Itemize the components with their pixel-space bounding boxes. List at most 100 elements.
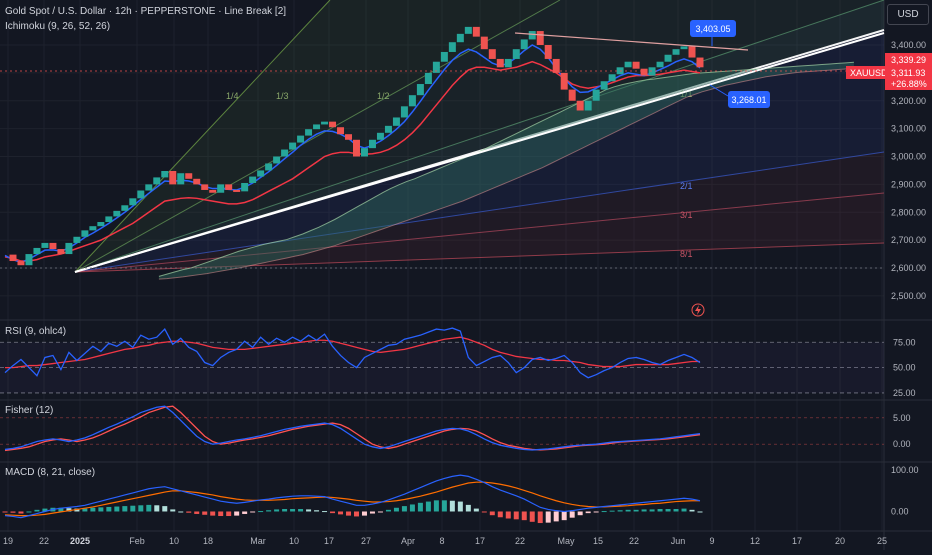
- rsi-band-fill: [0, 342, 884, 393]
- fan-label: 1/2: [377, 91, 390, 101]
- fan-label: 3/1: [680, 210, 693, 220]
- price-tick-label: 2,500.00: [891, 291, 926, 301]
- currency-button[interactable]: USD: [887, 4, 929, 25]
- fan-label: 1/3: [276, 91, 289, 101]
- line-break-brick: [632, 61, 640, 69]
- line-break-brick: [576, 100, 584, 111]
- macd-histogram-bar: [473, 508, 479, 512]
- time-tick-label: 10: [169, 536, 179, 546]
- line-break-brick: [337, 127, 345, 135]
- macd-histogram-bar: [665, 509, 671, 512]
- time-tick-label: Mar: [250, 536, 266, 546]
- macd-histogram-bar: [146, 504, 152, 512]
- macd-histogram-bar: [338, 511, 344, 515]
- macd-histogram-bar: [425, 501, 431, 512]
- line-break-brick: [552, 58, 560, 73]
- line-break-brick: [81, 230, 89, 237]
- macd-histogram-bar: [154, 505, 160, 512]
- time-tick-label: Feb: [129, 536, 145, 546]
- line-break-brick: [368, 139, 376, 149]
- macd-histogram-bar: [298, 509, 304, 512]
- line-break-brick: [121, 205, 129, 211]
- fisher-line: [4, 405, 701, 451]
- macd-tick-label: 100.00: [891, 465, 919, 475]
- line-break-brick: [512, 49, 520, 59]
- line-break-brick: [273, 156, 281, 164]
- macd-histogram-bar: [433, 500, 439, 512]
- macd-histogram-bar: [186, 511, 192, 513]
- macd-histogram-bar: [497, 511, 503, 518]
- support-trendline: [74, 32, 885, 273]
- gann-fan: 1/4 1/3 1/2 1/1 2/1 3/1 8/1: [74, 0, 885, 273]
- line-break-brick: [113, 210, 121, 217]
- line-break-brick: [233, 189, 241, 192]
- time-tick-label: 17: [324, 536, 334, 546]
- low-callout-label: 3,268.01: [731, 95, 766, 105]
- macd-histogram-bar: [697, 511, 703, 513]
- line-break-brick: [504, 58, 512, 68]
- ichimoku-legend[interactable]: Ichimoku (9, 26, 52, 26): [5, 21, 111, 32]
- macd-histogram-bar: [417, 502, 423, 512]
- kijun-line: [4, 60, 701, 262]
- macd-histogram-bar: [585, 511, 591, 514]
- time-tick-label: Apr: [401, 536, 415, 546]
- fan-label: 1/4: [226, 91, 239, 101]
- time-tick-label: May: [557, 536, 575, 546]
- price-tick-label: 2,700.00: [891, 235, 926, 245]
- rsi-ma-line: [5, 336, 700, 369]
- line-break-brick: [17, 261, 25, 266]
- macd-histogram-bar: [481, 511, 487, 513]
- line-break-brick: [137, 190, 145, 199]
- tenkan-line: [4, 44, 701, 264]
- macd-histogram-bar: [385, 509, 391, 512]
- macd-histogram-bar: [98, 507, 104, 512]
- time-tick-label: 22: [39, 536, 49, 546]
- line-break-brick: [345, 134, 352, 140]
- ichimoku-cloud: [158, 61, 854, 280]
- line-break-brick: [448, 42, 456, 52]
- macd-histogram-bar: [377, 511, 383, 513]
- macd-histogram-bar: [202, 511, 208, 515]
- price-tick-label: 3,400.00: [891, 40, 926, 50]
- macd-histogram-bar: [689, 509, 695, 512]
- line-break-brick: [464, 26, 472, 34]
- cloud-fill: [158, 62, 854, 280]
- fisher-tick-label: 5.00: [893, 413, 911, 423]
- macd-legend[interactable]: MACD (8, 21, close): [5, 467, 96, 478]
- lightning-glyph: [695, 305, 701, 315]
- macd-histogram-bar: [369, 511, 375, 514]
- last-price-tag-box: [885, 66, 932, 90]
- macd-histogram-bar: [553, 511, 559, 522]
- macd-histogram-bar: [26, 511, 32, 513]
- macd-histogram-bar: [521, 511, 527, 521]
- macd-histogram-bar: [449, 500, 455, 512]
- senkou-b-line: [158, 67, 854, 280]
- rsi-legend[interactable]: RSI (9, ohlc4): [5, 326, 67, 337]
- macd-line: [4, 474, 701, 519]
- macd-histogram-bar: [401, 506, 407, 512]
- time-tick-label: 17: [475, 536, 485, 546]
- line-break-brick: [656, 61, 664, 68]
- line-break-brick: [41, 242, 49, 248]
- line-break-brick: [360, 148, 368, 157]
- line-break-brick: [392, 117, 400, 126]
- lightning-icon: [691, 303, 705, 317]
- macd-histogram-bar: [314, 510, 320, 512]
- line-break-brick: [640, 68, 648, 76]
- macd-histogram-bar: [130, 505, 136, 512]
- fan-line: [74, 192, 885, 273]
- line-break-brick: [73, 236, 81, 243]
- macd-histogram-bar: [74, 508, 80, 512]
- fisher-legend[interactable]: Fisher (12): [5, 405, 54, 416]
- line-break-brick: [624, 61, 632, 68]
- macd-histogram-bar: [18, 511, 24, 514]
- macd-histogram-bar: [306, 509, 312, 512]
- line-break-brick: [321, 121, 329, 125]
- change-tag: +26.88%: [891, 79, 927, 89]
- line-break-brick: [432, 61, 440, 73]
- macd-histogram-bar: [90, 507, 96, 512]
- macd-histogram-bar: [218, 511, 224, 517]
- line-break-brick: [169, 170, 177, 185]
